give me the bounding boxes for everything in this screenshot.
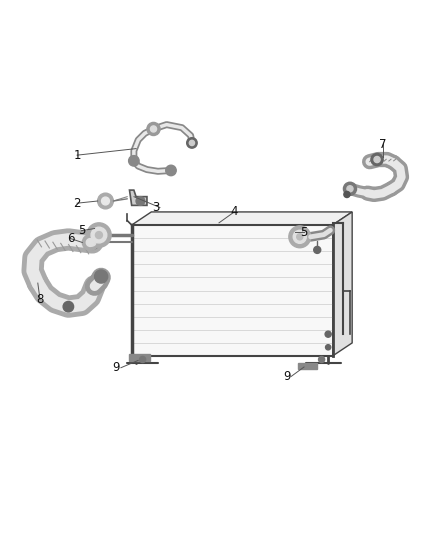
Circle shape <box>166 165 176 176</box>
Text: 5: 5 <box>78 224 85 237</box>
Circle shape <box>343 182 357 195</box>
Circle shape <box>147 123 160 135</box>
Circle shape <box>102 197 110 205</box>
Circle shape <box>187 138 197 148</box>
Bar <box>130 354 150 361</box>
Circle shape <box>293 230 306 244</box>
Circle shape <box>289 226 311 248</box>
Circle shape <box>371 154 383 166</box>
Text: 5: 5 <box>300 226 308 239</box>
Circle shape <box>82 235 98 251</box>
Text: 8: 8 <box>36 293 44 306</box>
Text: 9: 9 <box>283 370 290 383</box>
Circle shape <box>325 331 331 337</box>
Circle shape <box>87 223 111 247</box>
Circle shape <box>63 302 74 312</box>
Circle shape <box>150 126 156 132</box>
Circle shape <box>95 231 102 239</box>
Circle shape <box>318 357 325 362</box>
Bar <box>297 362 317 369</box>
Circle shape <box>189 140 194 146</box>
Circle shape <box>91 227 107 243</box>
Text: 9: 9 <box>113 361 120 374</box>
Circle shape <box>86 239 94 246</box>
Circle shape <box>347 185 353 192</box>
Circle shape <box>85 236 99 249</box>
Polygon shape <box>132 225 332 356</box>
Text: 6: 6 <box>67 232 74 245</box>
Text: 7: 7 <box>379 138 386 151</box>
Circle shape <box>297 234 303 240</box>
Polygon shape <box>332 212 352 356</box>
Polygon shape <box>132 212 352 225</box>
Circle shape <box>136 197 145 205</box>
Text: 2: 2 <box>73 197 81 209</box>
Circle shape <box>314 246 321 253</box>
Circle shape <box>89 239 96 246</box>
Circle shape <box>374 157 380 163</box>
Circle shape <box>344 191 350 198</box>
Circle shape <box>129 156 139 166</box>
Text: 4: 4 <box>230 205 238 219</box>
Circle shape <box>325 345 331 350</box>
Circle shape <box>140 357 146 362</box>
Polygon shape <box>130 190 147 205</box>
Circle shape <box>95 270 108 283</box>
Text: 3: 3 <box>152 201 159 214</box>
Circle shape <box>98 193 113 209</box>
Text: 1: 1 <box>73 149 81 161</box>
